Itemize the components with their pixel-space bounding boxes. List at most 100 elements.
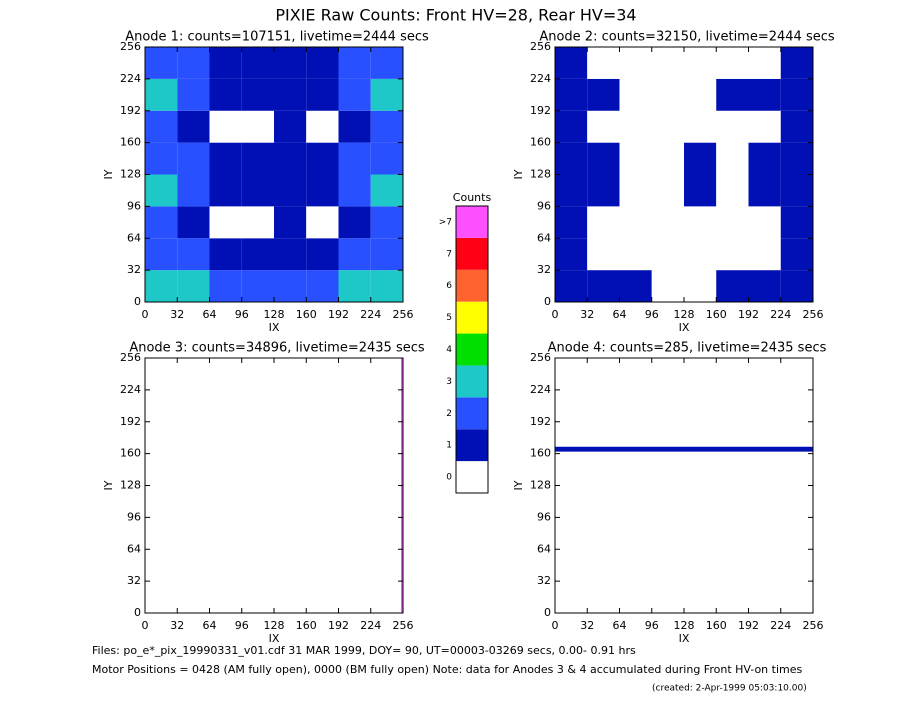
heat-cell bbox=[619, 238, 652, 271]
heat-cell bbox=[587, 47, 620, 79]
heat-cell bbox=[209, 238, 242, 271]
heat-cell bbox=[209, 47, 242, 79]
heat-cell bbox=[209, 206, 242, 239]
colorbar-title: Counts bbox=[453, 191, 492, 204]
y-tick-label: 128 bbox=[120, 168, 141, 181]
heat-cell bbox=[274, 110, 307, 143]
heat-cell bbox=[306, 206, 339, 239]
heat-cell bbox=[716, 47, 749, 79]
heat-cell bbox=[587, 110, 620, 143]
x-tick-label: 192 bbox=[328, 619, 349, 632]
heat-cell bbox=[716, 206, 749, 239]
heat-cell bbox=[748, 78, 781, 111]
x-tick-label: 192 bbox=[328, 308, 349, 321]
y-tick-label: 64 bbox=[127, 542, 141, 555]
heat-cell bbox=[209, 110, 242, 143]
x-axis-label: IX bbox=[679, 632, 690, 645]
heat-cell bbox=[780, 78, 813, 111]
colorbar-swatch bbox=[456, 206, 488, 238]
x-tick-label: 96 bbox=[235, 619, 249, 632]
heat-cell bbox=[241, 47, 274, 79]
colorbar-swatch bbox=[456, 397, 488, 430]
heat-cell bbox=[177, 142, 210, 175]
heat-cell bbox=[306, 174, 339, 207]
y-tick-label: 192 bbox=[120, 104, 141, 117]
x-tick-label: 256 bbox=[393, 619, 414, 632]
x-tick-label: 160 bbox=[706, 308, 727, 321]
footer-line: Motor Positions = 0428 (AM fully open), … bbox=[92, 663, 802, 676]
heat-cell bbox=[780, 238, 813, 271]
heat-cell bbox=[780, 174, 813, 207]
colorbar-swatch bbox=[456, 365, 488, 398]
heat-cell bbox=[241, 142, 274, 175]
y-tick-label: 160 bbox=[120, 447, 141, 460]
panel-title: Anode 1: counts=107151, livetime=2444 se… bbox=[125, 30, 429, 45]
heat-cell bbox=[619, 206, 652, 239]
heat-cell bbox=[241, 206, 274, 239]
heat-cell bbox=[651, 174, 684, 207]
heat-cell bbox=[651, 110, 684, 143]
heat-cell bbox=[145, 238, 178, 271]
x-tick-label: 224 bbox=[360, 619, 381, 632]
x-tick-label: 224 bbox=[770, 619, 791, 632]
heat-cell bbox=[716, 174, 749, 207]
heat-cell bbox=[716, 78, 749, 111]
x-tick-label: 192 bbox=[738, 308, 759, 321]
heat-cell bbox=[241, 78, 274, 111]
heat-cell bbox=[555, 446, 813, 452]
heat-cell bbox=[177, 78, 210, 111]
x-tick-label: 64 bbox=[203, 308, 217, 321]
x-tick-label: 64 bbox=[613, 308, 627, 321]
heat-cell bbox=[716, 110, 749, 143]
heat-cell bbox=[684, 270, 717, 302]
y-tick-label: 192 bbox=[530, 104, 551, 117]
y-tick-label: 128 bbox=[120, 479, 141, 492]
heat-cell bbox=[338, 238, 371, 271]
heat-cell bbox=[274, 174, 307, 207]
x-tick-label: 96 bbox=[235, 308, 249, 321]
colorbar-swatch bbox=[456, 429, 488, 462]
panel-title: Anode 3: counts=34896, livetime=2435 sec… bbox=[129, 341, 425, 356]
y-tick-label: 32 bbox=[127, 574, 141, 587]
heat-cell bbox=[274, 142, 307, 175]
y-tick-label: 192 bbox=[530, 415, 551, 428]
x-tick-label: 128 bbox=[264, 619, 285, 632]
y-tick-label: 32 bbox=[127, 263, 141, 276]
colorbar-label: 1 bbox=[446, 441, 452, 451]
heat-cell bbox=[684, 110, 717, 143]
heat-cell bbox=[241, 270, 274, 302]
y-axis-label: IY bbox=[512, 480, 525, 490]
heat-cell bbox=[780, 206, 813, 239]
heat-cell bbox=[748, 142, 781, 175]
x-tick-label: 160 bbox=[706, 619, 727, 632]
heat-cell bbox=[370, 270, 403, 302]
heat-cell bbox=[209, 174, 242, 207]
heat-cell bbox=[619, 47, 652, 79]
x-tick-label: 0 bbox=[552, 308, 559, 321]
heat-cell bbox=[338, 78, 371, 111]
heat-cell bbox=[555, 110, 588, 143]
heat-cell bbox=[651, 142, 684, 175]
heat-cell bbox=[177, 47, 210, 79]
heat-cell bbox=[619, 174, 652, 207]
y-tick-label: 128 bbox=[530, 168, 551, 181]
x-tick-label: 192 bbox=[738, 619, 759, 632]
heat-cell bbox=[241, 174, 274, 207]
heat-cell bbox=[651, 78, 684, 111]
heat-cell bbox=[555, 78, 588, 111]
heat-cell bbox=[651, 270, 684, 302]
y-tick-label: 256 bbox=[120, 351, 141, 364]
heat-cell bbox=[177, 110, 210, 143]
y-tick-label: 224 bbox=[120, 72, 141, 85]
page-title: PIXIE Raw Counts: Front HV=28, Rear HV=3… bbox=[275, 6, 636, 25]
heat-cell bbox=[145, 174, 178, 207]
y-tick-label: 64 bbox=[127, 231, 141, 244]
heat-cell bbox=[306, 238, 339, 271]
y-tick-label: 64 bbox=[537, 231, 551, 244]
x-tick-label: 64 bbox=[613, 619, 627, 632]
heat-cell bbox=[651, 206, 684, 239]
heat-cell bbox=[306, 47, 339, 79]
colorbar-swatch bbox=[456, 269, 488, 302]
colorbar-swatch bbox=[456, 237, 488, 270]
